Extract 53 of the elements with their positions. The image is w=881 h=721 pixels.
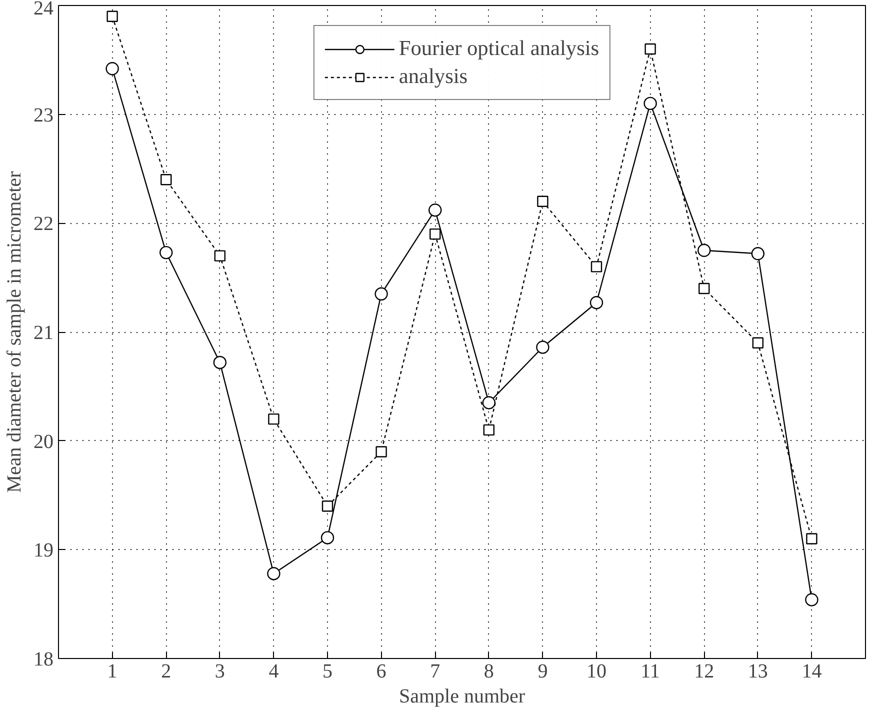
point	[376, 446, 387, 458]
point	[428, 204, 442, 217]
x-tick-label: 11	[640, 660, 660, 682]
point	[482, 396, 496, 410]
point	[213, 356, 226, 370]
legend-label: Fourier optical analysis	[398, 36, 600, 61]
point	[483, 424, 494, 436]
x-tick-label: 14	[802, 660, 822, 682]
point	[644, 96, 657, 110]
point	[214, 250, 226, 262]
point	[320, 531, 334, 544]
point	[267, 567, 280, 580]
x-tick-label: 12	[694, 660, 714, 682]
point	[160, 174, 172, 186]
x-tick-label: 9	[538, 660, 548, 682]
point	[752, 337, 764, 348]
point	[106, 10, 118, 22]
legend-label: analysis	[398, 64, 468, 89]
y-tick-label: 21	[34, 322, 54, 344]
point	[160, 246, 173, 260]
point	[590, 261, 602, 272]
x-tick-label: 10	[586, 660, 606, 682]
y-tick-label: 24	[34, 0, 54, 20]
x-tick-label: 1	[107, 660, 118, 682]
y-tick-label: 18	[34, 648, 54, 670]
x-tick-label: 5	[322, 660, 332, 682]
x-tick-label: 7	[430, 660, 440, 682]
x-axis-title: Sample number	[398, 686, 526, 708]
point	[644, 43, 656, 55]
x-tick-label: 13	[748, 660, 768, 682]
y-tick-label: 23	[34, 104, 54, 126]
x-tick-label: 8	[484, 660, 494, 682]
x-tick-label: 3	[214, 660, 225, 682]
x-tick-label: 2	[161, 660, 172, 682]
point	[751, 247, 764, 260]
y-axis-title: Mean diameter of sample in micrometer	[4, 170, 26, 493]
point	[537, 196, 548, 207]
y-tick-label: 20	[34, 430, 54, 453]
point	[590, 296, 604, 310]
x-tick-label: 4	[268, 660, 279, 682]
point	[322, 500, 334, 512]
x-tick-label: 6	[376, 660, 386, 682]
point	[698, 282, 710, 294]
y-tick-label: 22	[34, 213, 54, 236]
point	[106, 62, 119, 76]
point	[374, 287, 388, 300]
y-tick-label: 19	[34, 540, 54, 562]
point	[536, 340, 550, 354]
point	[698, 244, 711, 257]
point	[805, 593, 818, 606]
point	[806, 533, 818, 544]
point	[268, 413, 280, 425]
point	[430, 228, 441, 240]
